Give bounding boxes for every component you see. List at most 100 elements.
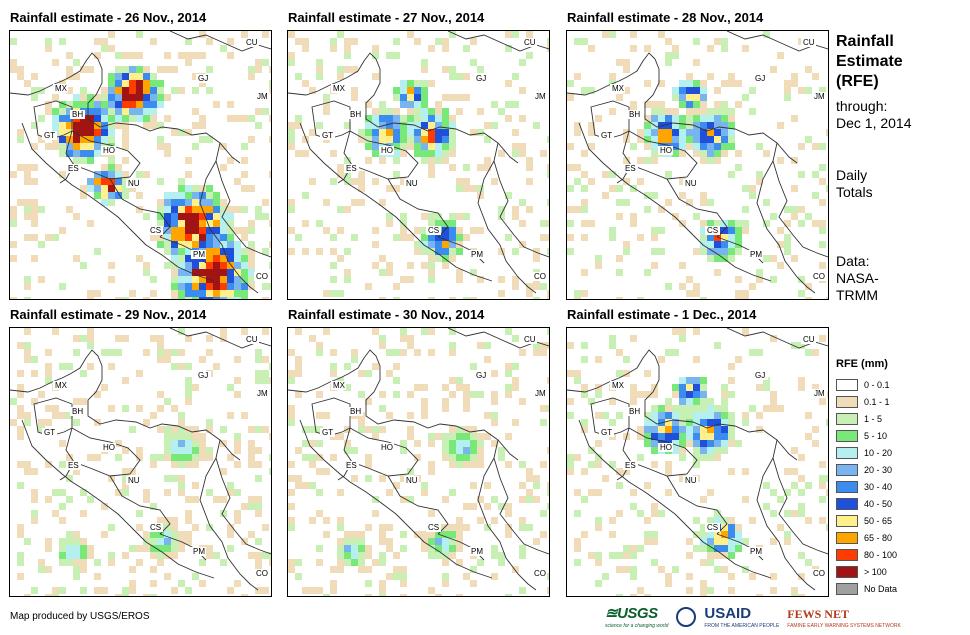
rainfall-cell <box>171 405 178 412</box>
rainfall-cell <box>456 248 463 255</box>
rainfall-cell <box>728 136 735 143</box>
rainfall-cell <box>288 461 295 468</box>
rainfall-cell <box>498 503 505 510</box>
rainfall-cell <box>679 405 686 412</box>
rainfall-cell <box>442 66 449 73</box>
rainfall-cell <box>185 206 192 213</box>
rainfall-cell <box>136 559 143 566</box>
rainfall-cell <box>519 545 526 552</box>
rainfall-cell <box>241 31 248 38</box>
rainfall-cell <box>700 384 707 391</box>
rainfall-cell <box>164 150 171 157</box>
rainfall-cell <box>581 290 588 297</box>
rainfall-cell <box>206 255 213 262</box>
rainfall-cell <box>288 52 295 59</box>
rainfall-cell <box>400 573 407 580</box>
rainfall-cell <box>150 594 157 596</box>
rainfall-cell <box>178 199 185 206</box>
rainfall-cell <box>609 171 616 178</box>
rainfall-cell <box>630 398 637 405</box>
rainfall-cell <box>164 447 171 454</box>
rainfall-cell <box>129 468 136 475</box>
rainfall-cell <box>59 489 66 496</box>
rainfall-cell <box>323 227 330 234</box>
coastline <box>10 349 271 591</box>
rainfall-cell <box>547 377 549 384</box>
rainfall-cell <box>241 185 248 192</box>
country-label-bg <box>627 407 642 416</box>
rainfall-cell <box>386 489 393 496</box>
rainfall-cell <box>693 143 700 150</box>
rainfall-cell <box>206 454 213 461</box>
rainfall-cell <box>700 101 707 108</box>
rainfall-cell <box>658 426 665 433</box>
rainfall-cell <box>213 283 220 290</box>
rainfall-cell <box>164 143 171 150</box>
rainfall-cell <box>220 206 227 213</box>
rainfall-cell <box>80 262 87 269</box>
rainfall-cell <box>269 363 271 370</box>
rainfall-cell <box>136 73 143 80</box>
rainfall-cell <box>316 510 323 517</box>
rainfall-cell <box>386 524 393 531</box>
rainfall-cell <box>526 164 533 171</box>
rainfall-cell <box>80 136 87 143</box>
rainfall-cell <box>143 297 150 299</box>
rainfall-cell <box>351 475 358 482</box>
rainfall-cell <box>602 31 609 38</box>
rainfall-cell <box>700 220 707 227</box>
rainfall-cell <box>171 426 178 433</box>
rainfall-cell <box>122 475 129 482</box>
rainfall-cell <box>798 552 805 559</box>
rainfall-cell <box>442 552 449 559</box>
rainfall-cell <box>199 227 206 234</box>
rainfall-cell <box>463 573 470 580</box>
rainfall-cell <box>157 143 164 150</box>
rainfall-cell <box>400 349 407 356</box>
rainfall-cell <box>714 255 721 262</box>
rainfall-cell <box>255 510 262 517</box>
rainfall-cell <box>379 580 386 587</box>
rainfall-cell <box>150 94 157 101</box>
rainfall-cell <box>498 552 505 559</box>
rainfall-cell <box>665 398 672 405</box>
rainfall-cell <box>164 426 171 433</box>
rainfall-cell <box>449 255 456 262</box>
rainfall-cell <box>512 248 519 255</box>
rainfall-cell <box>686 538 693 545</box>
rainfall-cell <box>164 262 171 269</box>
rainfall-cell <box>484 122 491 129</box>
rainfall-cell <box>199 433 206 440</box>
rainfall-cell <box>637 234 644 241</box>
rainfall-cell <box>241 262 248 269</box>
country-label: NU <box>406 179 418 188</box>
rainfall-cell <box>24 164 31 171</box>
rainfall-cell <box>234 517 241 524</box>
rainfall-cell <box>547 136 549 143</box>
rainfall-cell <box>171 433 178 440</box>
rainfall-cell <box>700 531 707 538</box>
country-label: GT <box>601 131 612 140</box>
rainfall-cell <box>442 227 449 234</box>
rainfall-cell <box>714 566 721 573</box>
rainfall-cell <box>693 87 700 94</box>
rainfall-cell <box>379 157 386 164</box>
rainfall-cell <box>540 461 547 468</box>
rainfall-cell <box>185 283 192 290</box>
rainfall-cell <box>372 559 379 566</box>
rainfall-cell <box>213 276 220 283</box>
rainfall-cell <box>567 461 574 468</box>
rainfall-cell <box>143 115 150 122</box>
rainfall-cell <box>533 342 540 349</box>
rainfall-cell <box>700 108 707 115</box>
rainfall-cell <box>206 206 213 213</box>
rainfall-cell <box>24 328 31 335</box>
rainfall-cell <box>644 206 651 213</box>
rainfall-cell <box>192 192 199 199</box>
rainfall-cell <box>707 426 714 433</box>
rainfall-cell <box>171 587 178 594</box>
rainfall-cell <box>192 262 199 269</box>
rainfall-cell <box>150 108 157 115</box>
rainfall-cell <box>547 503 549 510</box>
rainfall-cell <box>679 398 686 405</box>
